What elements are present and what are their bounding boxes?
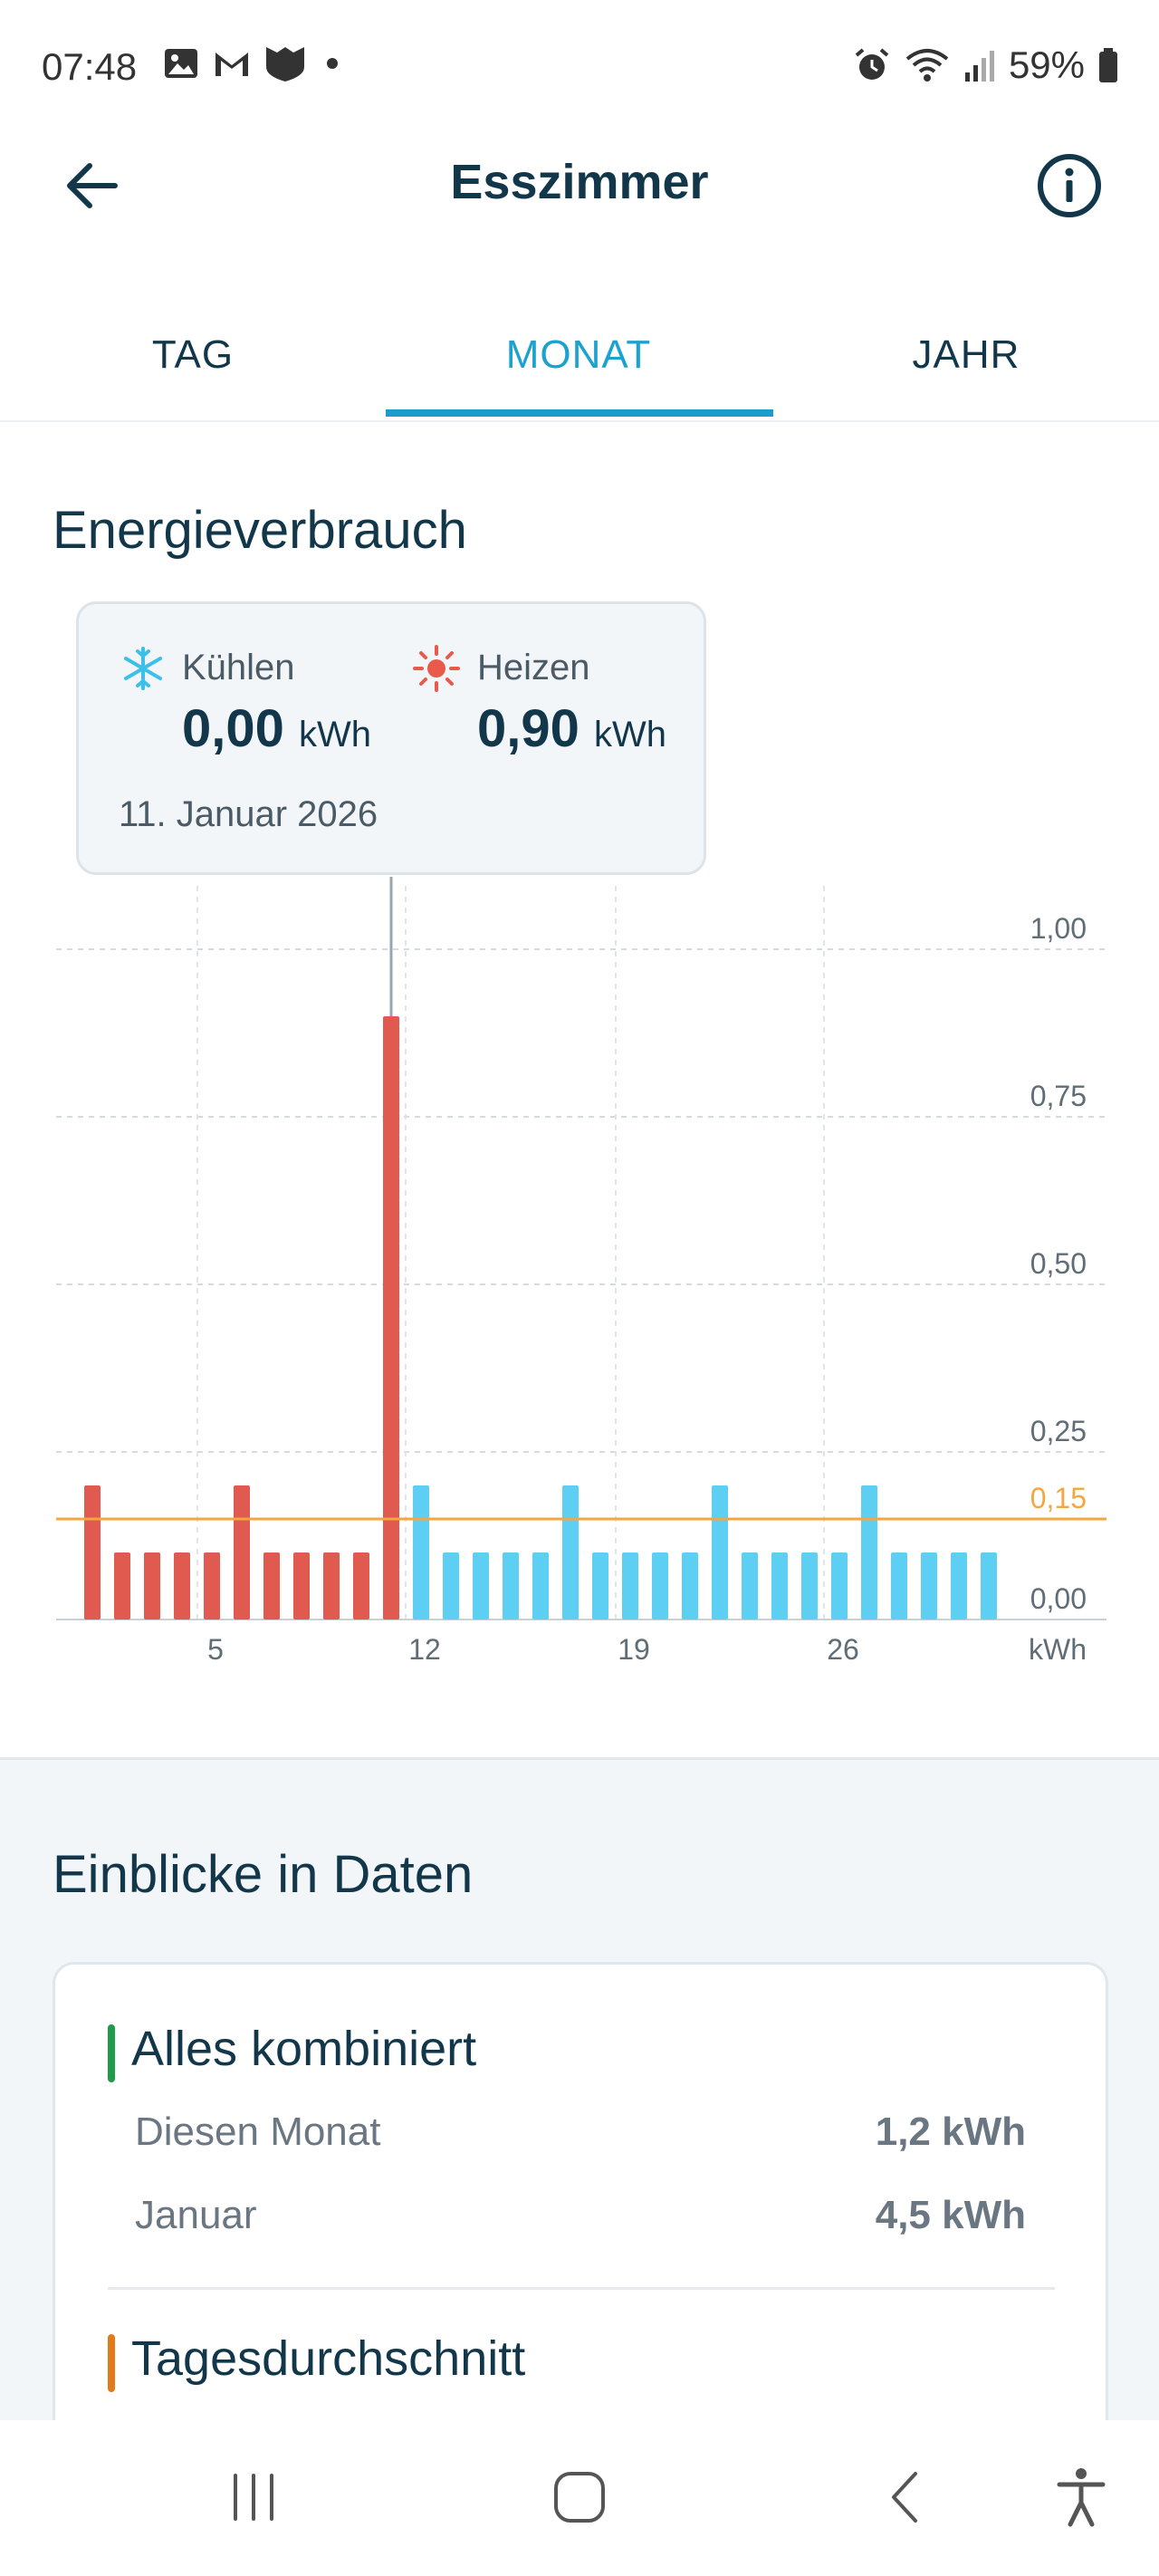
active-tab-indicator bbox=[386, 409, 773, 417]
sun-icon bbox=[413, 645, 460, 692]
page-title: Esszimmer bbox=[450, 155, 709, 209]
y-tick-label: 0,25 bbox=[1030, 1415, 1087, 1447]
system-nav-bar bbox=[0, 2420, 1159, 2576]
chart-bar bbox=[174, 1552, 190, 1620]
home-button[interactable] bbox=[534, 2456, 625, 2538]
chart-bar bbox=[204, 1552, 220, 1620]
shield-app-icon bbox=[266, 47, 304, 82]
chart-bar bbox=[234, 1485, 250, 1620]
chart-bar bbox=[981, 1552, 997, 1620]
combined-heading: Alles kombiniert bbox=[108, 2021, 476, 2082]
chart-bar bbox=[473, 1552, 489, 1620]
chart-bar bbox=[712, 1485, 728, 1620]
status-time: 07:48 bbox=[42, 45, 138, 88]
info-icon bbox=[1038, 154, 1101, 217]
x-tick-label: 19 bbox=[618, 1633, 650, 1666]
chart-bar bbox=[622, 1552, 638, 1620]
y-axis-unit-label: kWh bbox=[1029, 1633, 1087, 1666]
reference-line-label: 0,15 bbox=[1030, 1482, 1087, 1514]
status-icons-left bbox=[163, 43, 346, 83]
chart-bar bbox=[353, 1552, 369, 1620]
image-icon bbox=[165, 49, 197, 78]
arrow-left-icon bbox=[67, 163, 118, 208]
tab-day[interactable]: TAG bbox=[151, 332, 235, 377]
period-tabs: TAG MONAT JAHR bbox=[0, 290, 1159, 422]
chart-bar bbox=[891, 1552, 907, 1620]
energy-chart[interactable]: 0,00 0,25 0,50 0,75 1,00 0,15 5 12 19 26 kWh bbox=[0, 870, 1159, 1685]
chart-bar bbox=[652, 1552, 668, 1620]
info-button[interactable] bbox=[1029, 145, 1110, 226]
chart-bar bbox=[263, 1552, 280, 1620]
chart-bar bbox=[831, 1552, 848, 1620]
battery-percent: 59% bbox=[1008, 43, 1085, 86]
y-tick-label: 1,00 bbox=[1030, 912, 1087, 945]
recent-apps-icon bbox=[234, 2474, 273, 2521]
status-bar: 07:48 59% bbox=[0, 0, 1159, 136]
tooltip-date: 11. Januar 2026 bbox=[119, 794, 378, 834]
chart-bar bbox=[951, 1552, 967, 1620]
chart-bar bbox=[293, 1552, 310, 1620]
battery-icon bbox=[1099, 48, 1117, 82]
this-month-value: 1,2 kWh bbox=[875, 2110, 1026, 2154]
chart-bar bbox=[682, 1552, 698, 1620]
energy-section-title: Energieverbrauch bbox=[53, 501, 467, 560]
insights-card: Alles kombiniert Diesen Monat 1,2 kWh Ja… bbox=[53, 1962, 1108, 2469]
chart-tooltip: Kühlen 0,00 kWh Heizen 0,90 kWh 11. Janu… bbox=[76, 601, 706, 875]
home-icon bbox=[554, 2472, 605, 2523]
chart-bar bbox=[144, 1552, 160, 1620]
chart-bar bbox=[383, 1016, 399, 1620]
chart-bar bbox=[921, 1552, 937, 1620]
gmail-icon bbox=[216, 53, 248, 76]
cooling-unit: kWh bbox=[299, 715, 372, 755]
accessibility-icon bbox=[1057, 2468, 1106, 2527]
daily-average-heading: Tagesdurchschnitt bbox=[108, 2331, 525, 2392]
cooling-value: 0,00 kWh bbox=[182, 699, 372, 758]
x-tick-label: 5 bbox=[207, 1633, 224, 1666]
chart-bar bbox=[323, 1552, 340, 1620]
signal-icon bbox=[964, 51, 994, 82]
card-divider bbox=[108, 2287, 1055, 2290]
status-icons-right: 59% bbox=[853, 43, 1119, 87]
back-nav-button[interactable] bbox=[860, 2456, 951, 2538]
tab-year[interactable]: JAHR bbox=[912, 332, 1020, 377]
january-value: 4,5 kWh bbox=[875, 2193, 1026, 2237]
y-tick-label: 0,50 bbox=[1030, 1247, 1087, 1280]
chart-bar bbox=[771, 1552, 788, 1620]
chevron-left-icon bbox=[892, 2472, 917, 2523]
chart-bar bbox=[801, 1552, 818, 1620]
x-tick-label: 12 bbox=[408, 1633, 441, 1666]
insights-title: Einblicke in Daten bbox=[53, 1845, 474, 1904]
cooling-label: Kühlen bbox=[182, 648, 295, 687]
heating-value: 0,90 kWh bbox=[477, 699, 667, 758]
y-tick-label: 0,00 bbox=[1030, 1582, 1087, 1615]
y-tick-label: 0,75 bbox=[1030, 1080, 1087, 1112]
x-tick-label: 26 bbox=[827, 1633, 859, 1666]
snowflake-icon bbox=[124, 647, 162, 690]
chart-bar bbox=[532, 1552, 549, 1620]
back-button[interactable] bbox=[51, 145, 132, 226]
alarm-icon bbox=[855, 48, 889, 80]
wifi-icon bbox=[905, 49, 949, 82]
chart-bar bbox=[114, 1552, 130, 1620]
chart-bar bbox=[84, 1485, 101, 1620]
heating-label: Heizen bbox=[477, 648, 590, 687]
recent-apps-button[interactable] bbox=[208, 2456, 299, 2538]
accessibility-button[interactable] bbox=[1036, 2456, 1126, 2538]
chart-bar bbox=[742, 1552, 758, 1620]
chart-bar bbox=[443, 1552, 459, 1620]
heating-unit: kWh bbox=[594, 715, 667, 755]
january-label: Januar bbox=[135, 2193, 257, 2237]
chart-bar bbox=[503, 1552, 519, 1620]
chart-bar bbox=[413, 1485, 429, 1620]
chart-bar bbox=[562, 1485, 579, 1620]
chart-bar bbox=[861, 1485, 877, 1620]
tab-month[interactable]: MONAT bbox=[505, 332, 652, 377]
chart-bar bbox=[592, 1552, 608, 1620]
this-month-label: Diesen Monat bbox=[135, 2110, 381, 2154]
dot-icon bbox=[327, 58, 338, 69]
